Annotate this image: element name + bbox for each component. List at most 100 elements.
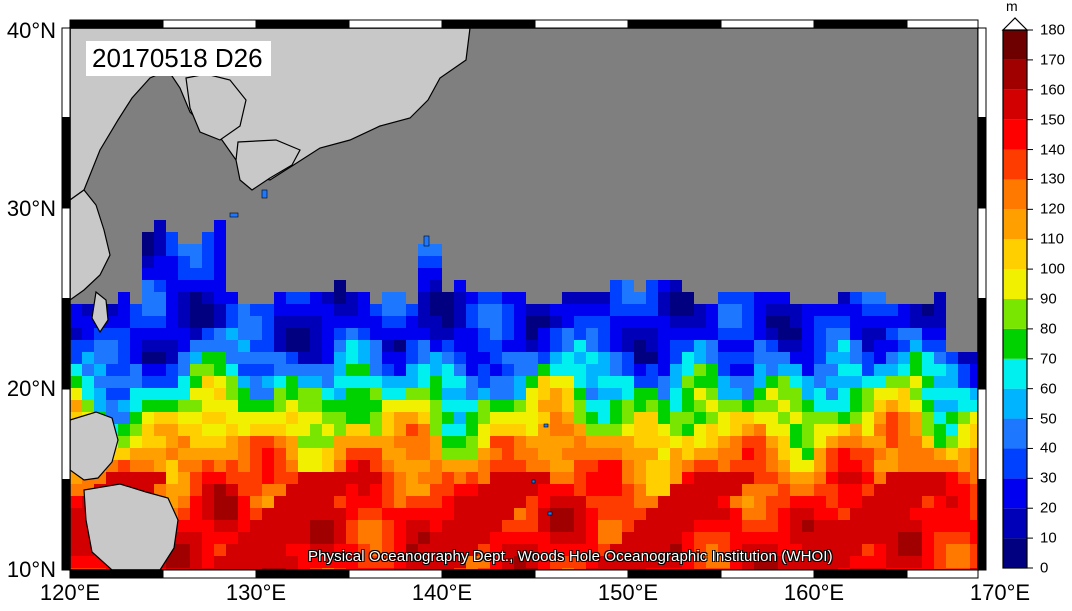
- depth-cell: [670, 316, 682, 328]
- depth-cell: [526, 388, 538, 400]
- depth-cell: [658, 460, 670, 472]
- depth-cell: [898, 388, 910, 400]
- depth-cell: [238, 448, 250, 460]
- depth-cell: [538, 460, 550, 472]
- depth-cell: [106, 316, 118, 328]
- depth-cell: [646, 280, 658, 292]
- depth-cell: [454, 328, 466, 340]
- depth-cell: [610, 556, 622, 568]
- depth-cell: [898, 472, 910, 484]
- frame-bar-right: [977, 207, 987, 299]
- depth-cell: [322, 472, 334, 484]
- depth-cell: [586, 316, 598, 328]
- depth-cell: [274, 352, 286, 364]
- depth-cell: [514, 460, 526, 472]
- depth-cell: [706, 388, 718, 400]
- lat-label-20n: 20°N: [6, 376, 56, 401]
- depth-cell: [262, 316, 274, 328]
- depth-cell: [922, 532, 934, 544]
- depth-cell: [826, 352, 838, 364]
- depth-cell: [610, 364, 622, 376]
- depth-cell: [898, 532, 910, 544]
- depth-cell: [574, 436, 586, 448]
- depth-cell: [550, 544, 562, 556]
- depth-cell: [562, 472, 574, 484]
- depth-cell: [478, 472, 490, 484]
- depth-cell: [322, 424, 334, 436]
- depth-cell: [538, 532, 550, 544]
- depth-cell: [730, 520, 742, 532]
- depth-cell: [826, 544, 838, 556]
- depth-cell: [526, 532, 538, 544]
- depth-cell: [898, 376, 910, 388]
- depth-cell: [814, 532, 826, 544]
- depth-cell: [370, 556, 382, 568]
- depth-cell: [502, 340, 514, 352]
- depth-cell: [70, 496, 82, 508]
- depth-cell: [838, 304, 850, 316]
- depth-cell: [226, 496, 238, 508]
- depth-cell: [142, 340, 154, 352]
- depth-cell: [502, 544, 514, 556]
- depth-cell: [238, 568, 250, 570]
- depth-cell: [262, 568, 274, 570]
- depth-cell: [190, 244, 202, 256]
- depth-cell: [130, 376, 142, 388]
- depth-cell: [754, 388, 766, 400]
- depth-cell: [598, 532, 610, 544]
- depth-cell: [154, 460, 166, 472]
- depth-cell: [874, 364, 886, 376]
- depth-cell: [694, 340, 706, 352]
- depth-cell: [226, 364, 238, 376]
- depth-cell: [382, 388, 394, 400]
- depth-cell: [370, 316, 382, 328]
- depth-cell: [718, 292, 730, 304]
- depth-cell: [934, 508, 946, 520]
- depth-cell: [970, 364, 978, 376]
- depth-cell: [634, 460, 646, 472]
- depth-cell: [262, 556, 274, 568]
- depth-cell: [226, 292, 238, 304]
- depth-cell: [970, 472, 978, 484]
- depth-cell: [418, 268, 430, 280]
- depth-cell: [406, 484, 418, 496]
- depth-cell: [502, 448, 514, 460]
- depth-cell: [286, 316, 298, 328]
- depth-cell: [802, 484, 814, 496]
- depth-cell: [406, 328, 418, 340]
- depth-cell: [286, 412, 298, 424]
- depth-cell: [202, 472, 214, 484]
- depth-cell: [610, 472, 622, 484]
- depth-cell: [178, 256, 190, 268]
- depth-cell: [550, 520, 562, 532]
- depth-cell: [238, 352, 250, 364]
- depth-cell: [334, 508, 346, 520]
- depth-cell: [298, 520, 310, 532]
- depth-cell: [334, 496, 346, 508]
- depth-cell: [706, 376, 718, 388]
- depth-cell: [598, 352, 610, 364]
- depth-cell: [574, 328, 586, 340]
- depth-cell: [346, 328, 358, 340]
- depth-cell: [214, 280, 226, 292]
- depth-cell: [142, 256, 154, 268]
- depth-cell: [466, 412, 478, 424]
- depth-cell: [538, 508, 550, 520]
- depth-cell: [166, 268, 178, 280]
- depth-cell: [286, 340, 298, 352]
- frame-bar-right: [977, 298, 987, 390]
- depth-cell: [466, 448, 478, 460]
- depth-cell: [250, 556, 262, 568]
- depth-cell: [334, 412, 346, 424]
- depth-cell: [634, 412, 646, 424]
- depth-cell: [142, 244, 154, 256]
- depth-cell: [574, 316, 586, 328]
- depth-cell: [226, 556, 238, 568]
- depth-cell: [298, 424, 310, 436]
- depth-cell: [382, 448, 394, 460]
- depth-cell: [574, 352, 586, 364]
- depth-cell: [850, 460, 862, 472]
- depth-cell: [430, 460, 442, 472]
- depth-cell: [706, 424, 718, 436]
- depth-cell: [802, 424, 814, 436]
